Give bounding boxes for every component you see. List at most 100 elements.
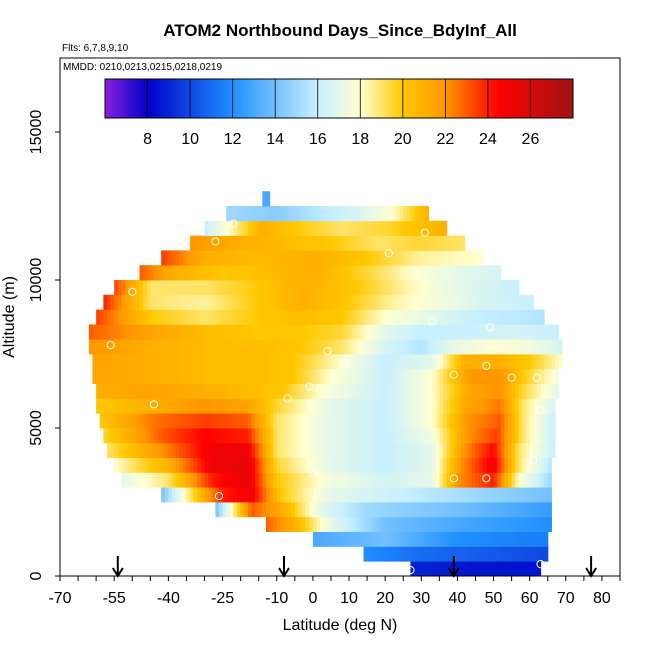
heatmap-cell — [284, 516, 289, 532]
heatmap-cell — [421, 235, 426, 251]
heatmap-cell — [237, 398, 242, 414]
heatmap-cell — [410, 339, 415, 355]
heatmap-cell — [298, 265, 303, 281]
heatmap-cell — [251, 339, 256, 355]
heatmap-cell — [222, 280, 227, 296]
heatmap-cell — [406, 368, 412, 384]
heatmap-cell — [424, 354, 430, 370]
heatmap-cell — [392, 280, 397, 296]
heatmap-cell — [406, 472, 412, 488]
heatmap-cell — [233, 487, 238, 503]
heatmap-cell — [132, 428, 137, 444]
heatmap-cell — [312, 383, 318, 399]
heatmap-cell — [334, 442, 339, 458]
heatmap-cell — [237, 339, 242, 355]
heatmap-cell — [522, 398, 527, 414]
heatmap-cell — [338, 428, 343, 444]
heatmap-cell — [164, 383, 169, 399]
heatmap-cell — [464, 561, 469, 576]
heatmap-row — [103, 428, 556, 444]
heatmap-cell — [432, 294, 437, 310]
heatmap-cell — [341, 502, 347, 518]
heatmap-cell — [421, 531, 426, 547]
heatmap-cell — [226, 368, 231, 384]
heatmap-cell — [504, 428, 509, 444]
heatmap-cell — [168, 280, 173, 296]
heatmap-cell — [464, 324, 469, 340]
heatmap-cell — [135, 324, 141, 340]
heatmap-cell — [273, 220, 278, 236]
heatmap-cell — [179, 457, 184, 473]
heatmap-cell — [229, 398, 235, 414]
heatmap-cell — [522, 428, 527, 444]
heatmap-cell — [287, 472, 292, 488]
heatmap-cell — [222, 220, 227, 236]
heatmap-cell — [471, 280, 477, 296]
heatmap-cell — [258, 383, 263, 399]
heatmap-cell — [417, 428, 422, 444]
heatmap-cell — [414, 309, 419, 325]
heatmap-cell — [298, 368, 303, 384]
heatmap-cell — [229, 428, 235, 444]
heatmap-cell — [450, 383, 455, 399]
heatmap-cell — [294, 516, 300, 532]
heatmap-cell — [367, 383, 372, 399]
heatmap-cell — [309, 383, 314, 399]
heatmap-row — [96, 309, 545, 325]
heatmap-cell — [114, 383, 119, 399]
heatmap-cell — [504, 354, 509, 370]
heatmap-cell — [305, 354, 310, 370]
heatmap-cell — [316, 206, 321, 222]
heatmap-cell — [327, 294, 332, 310]
heatmap-cell — [135, 413, 141, 429]
heatmap-cell — [92, 368, 97, 384]
heatmap-cell — [244, 324, 249, 340]
heatmap-cell — [349, 250, 354, 266]
heatmap-cell — [334, 487, 339, 503]
heatmap-cell — [551, 324, 556, 340]
heatmap-cell — [377, 368, 383, 384]
heatmap-cell — [421, 324, 426, 340]
heatmap-cell — [298, 309, 303, 325]
heatmap-cell — [435, 220, 440, 236]
heatmap-cell — [117, 398, 123, 414]
heatmap-cell — [323, 502, 328, 518]
heatmap-cell — [453, 265, 459, 281]
heatmap-cell — [218, 324, 224, 340]
heatmap-cell — [229, 339, 235, 355]
heatmap-cell — [312, 516, 318, 532]
heatmap-cell — [172, 354, 177, 370]
heatmap-cell — [204, 413, 209, 429]
heatmap-cell — [338, 457, 343, 473]
heatmap-cell — [193, 457, 198, 473]
heatmap-cell — [410, 280, 415, 296]
heatmap-cell — [374, 280, 379, 296]
heatmap-cell — [504, 472, 509, 488]
heatmap-cell — [287, 413, 292, 429]
heatmap-cell — [446, 250, 451, 266]
heatmap-cell — [237, 354, 242, 370]
heatmap-cell — [450, 294, 455, 310]
x-tick-label: 20 — [376, 590, 394, 607]
heatmap-cell — [461, 457, 466, 473]
heatmap-cell — [446, 324, 451, 340]
heatmap-cell — [273, 502, 278, 518]
heatmap-cell — [475, 309, 480, 325]
heatmap-cell — [186, 413, 191, 429]
heatmap-cell — [500, 398, 505, 414]
heatmap-cell — [287, 442, 292, 458]
heatmap-cell — [515, 442, 520, 458]
heatmap-cell — [276, 457, 281, 473]
heatmap-cell — [334, 265, 339, 281]
heatmap-cell — [186, 250, 191, 266]
heatmap-cell — [349, 383, 354, 399]
heatmap-cell — [121, 309, 126, 325]
heatmap-cell — [298, 250, 303, 266]
heatmap-cell — [493, 516, 498, 532]
heatmap-cell — [504, 368, 509, 384]
heatmap-cell — [114, 324, 119, 340]
heatmap-cell — [128, 442, 133, 458]
heatmap-cell — [96, 354, 101, 370]
heatmap-cell — [132, 309, 137, 325]
heatmap-cell — [106, 324, 112, 340]
